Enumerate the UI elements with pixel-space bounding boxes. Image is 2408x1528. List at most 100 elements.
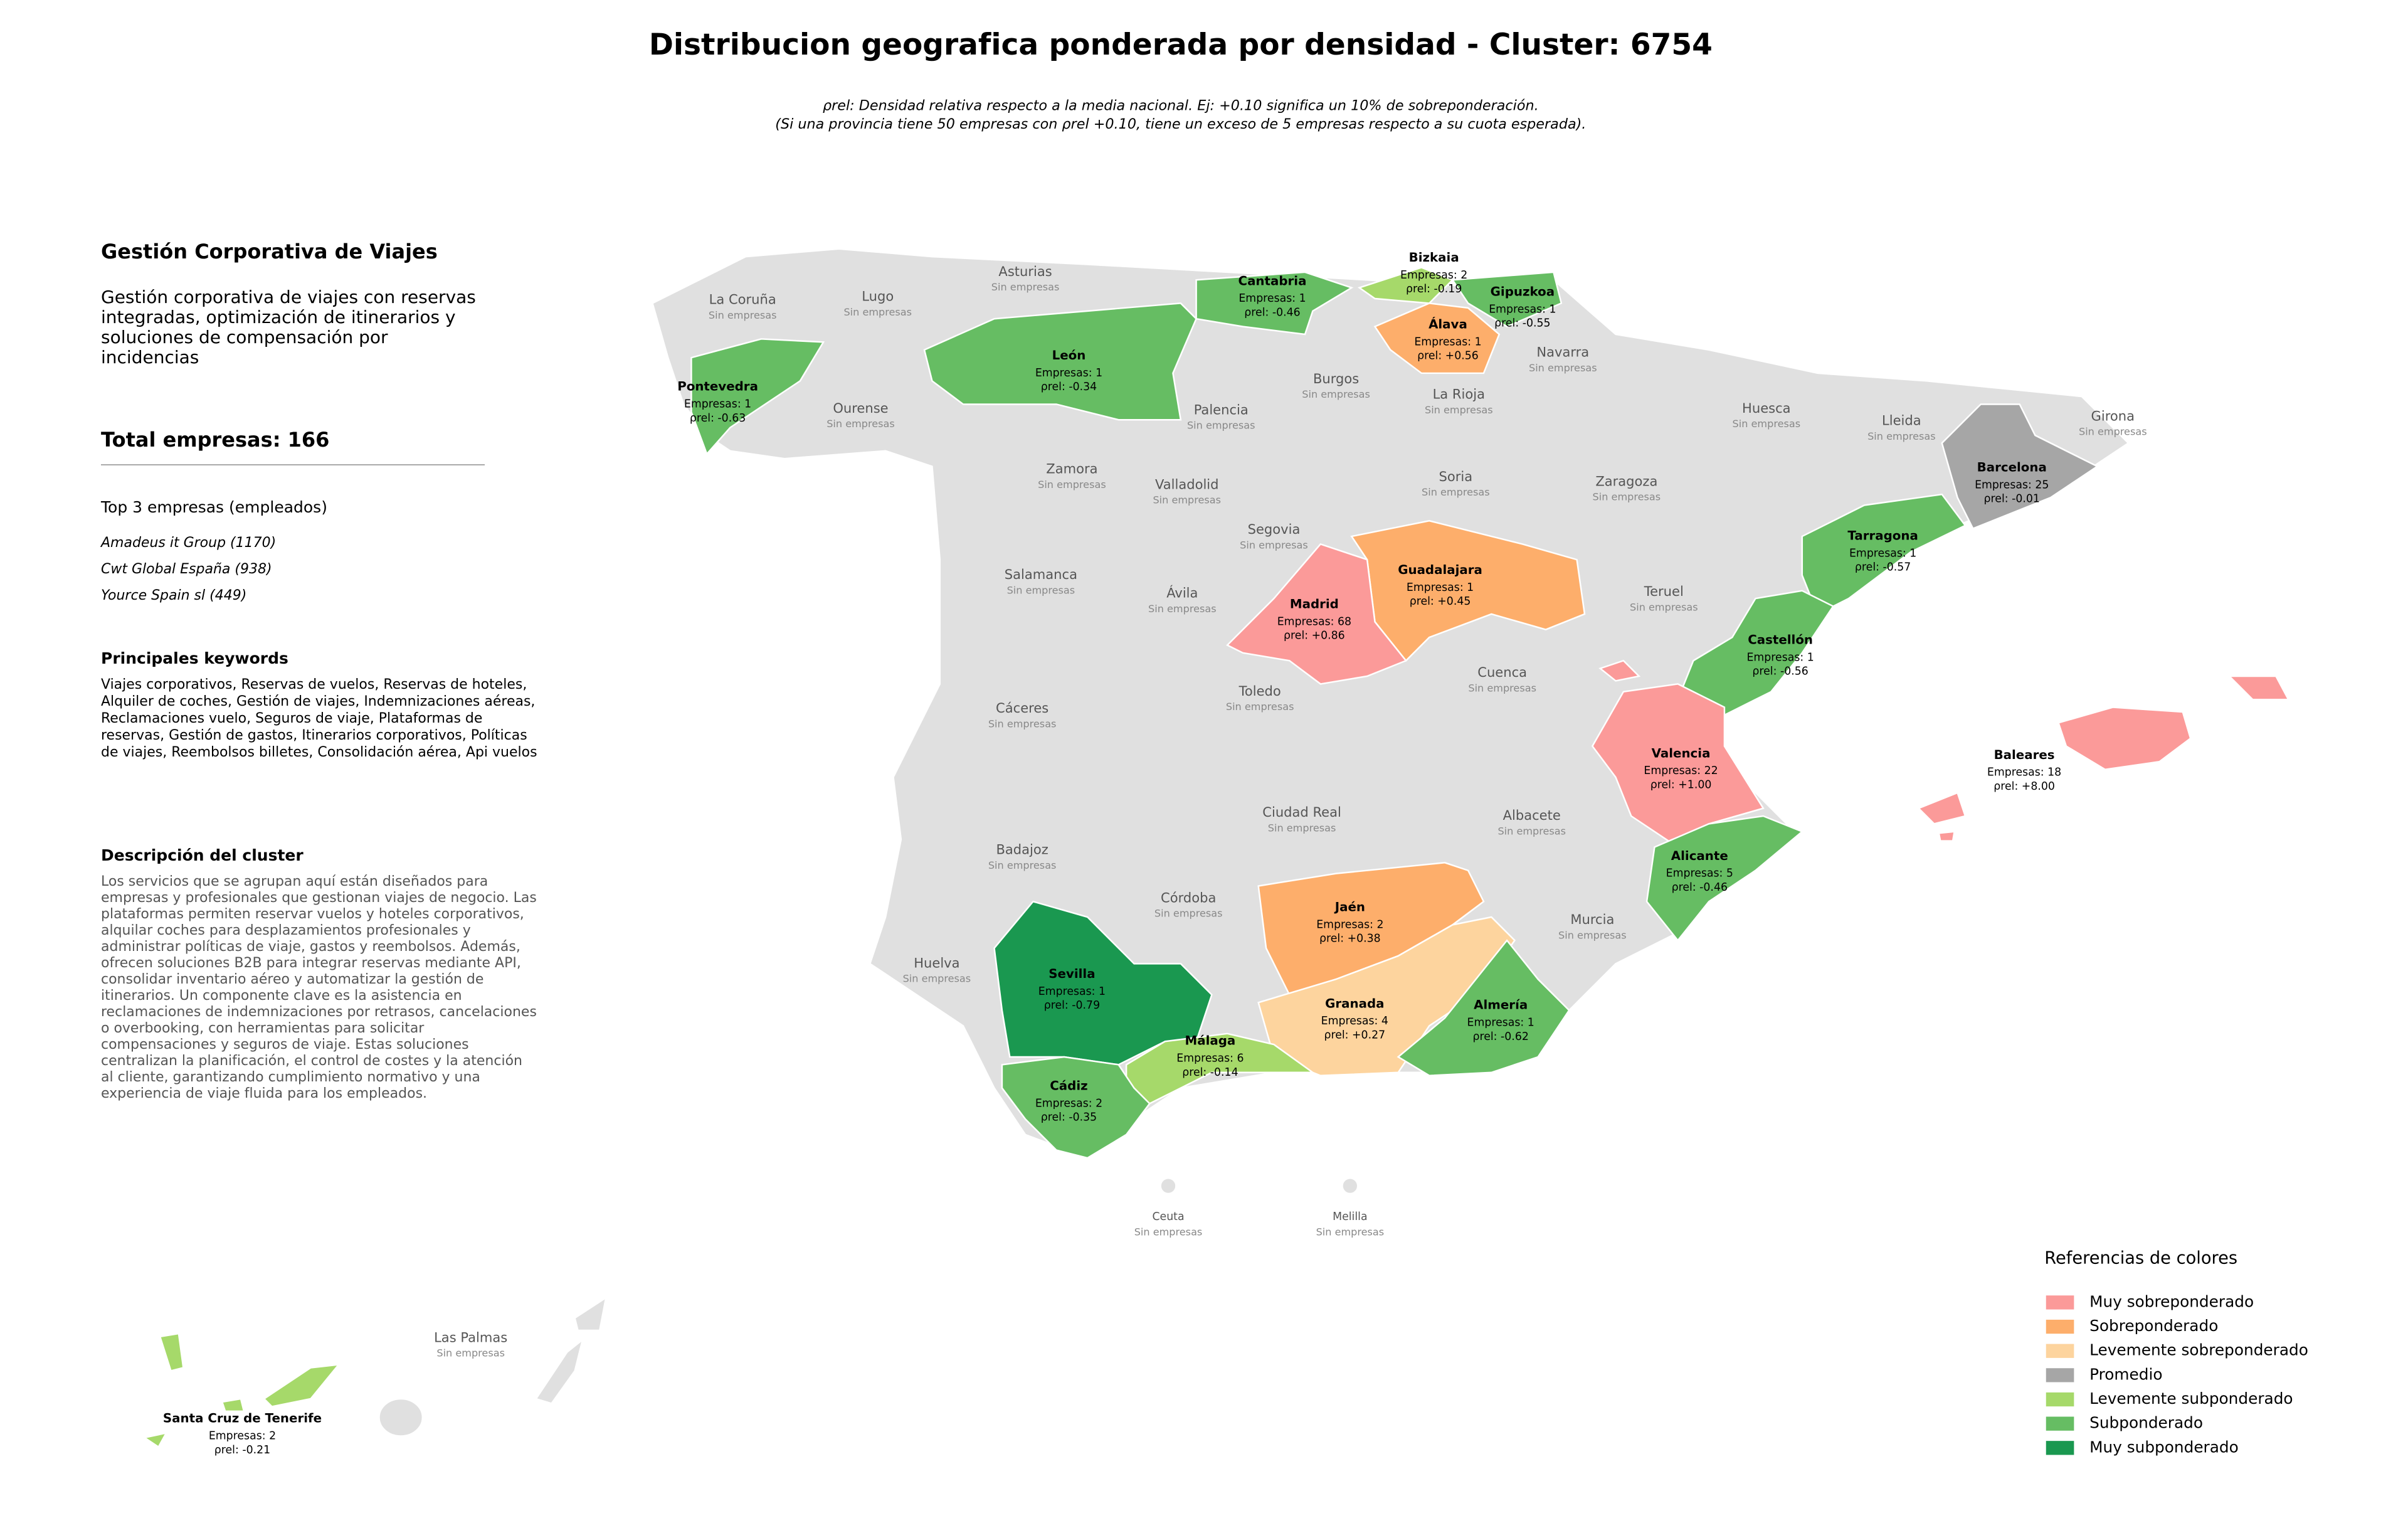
province-note: Sin empresas — [1529, 362, 1597, 374]
province-note: Sin empresas — [1558, 929, 1627, 941]
keywords-title: Principales keywords — [101, 649, 288, 667]
province-name: Lugo — [862, 289, 894, 304]
legend-swatch — [2046, 1319, 2074, 1334]
province-rho: ρrel: -0.35 — [1041, 1112, 1097, 1124]
province-name: Murcia — [1570, 911, 1614, 927]
province-note: Sin empresas — [1593, 491, 1661, 503]
province-note: Sin empresas — [826, 418, 895, 430]
fuerteventura — [534, 1337, 584, 1404]
province-name: Salamanca — [1005, 566, 1077, 582]
province-note: Sin empresas — [1867, 430, 1936, 442]
province-rho: ρrel: +0.27 — [1324, 1029, 1385, 1041]
province-note: Sin empresas — [1425, 404, 1493, 416]
province-stats: Empresas: 18 — [1987, 767, 2061, 779]
legend-label: Promedio — [2089, 1365, 2162, 1383]
legend-label: Muy sobreponderado — [2089, 1292, 2254, 1310]
legend-swatch — [2046, 1441, 2074, 1455]
province-name: León — [1052, 348, 1086, 363]
province-name: Ourense — [833, 400, 888, 416]
province-name: Navarra — [1536, 344, 1589, 360]
province-note: Sin empresas — [1187, 420, 1255, 432]
province-name: Palencia — [1194, 401, 1249, 417]
province-shape — [1645, 815, 1804, 942]
province-name: Badajoz — [996, 841, 1048, 857]
province-shape — [1001, 1056, 1151, 1159]
province-name: Barcelona — [1977, 460, 2047, 475]
province-rho: ρrel: -0.01 — [1984, 493, 2040, 506]
province-shape — [690, 338, 825, 456]
province-note: Sin empresas — [1226, 701, 1294, 713]
province-note: Sin empresas — [988, 859, 1057, 871]
province-name: Ávila — [1166, 585, 1198, 601]
province-rho: ρrel: -0.57 — [1855, 561, 1911, 574]
province-shape — [2227, 675, 2290, 701]
province-rho: ρrel: -0.14 — [1182, 1066, 1238, 1079]
province-shape — [221, 1398, 245, 1413]
province-name: Las Palmas — [434, 1329, 507, 1345]
panel-heading: Gestión Corporativa de Viajes — [101, 240, 438, 263]
province-stats: Empresas: 1 — [1035, 367, 1102, 379]
province-name: Melilla — [1333, 1211, 1368, 1223]
province-shape — [159, 1332, 184, 1372]
cluster-text: Los servicios que se agrupan aquí están … — [101, 874, 537, 1101]
province-name: Cuenca — [1477, 664, 1527, 680]
lanzarote — [574, 1296, 607, 1332]
province-rho: ρrel: +8.00 — [1993, 780, 2055, 793]
province-stats: Empresas: 2 — [1316, 918, 1383, 931]
province-name: Valladolid — [1155, 476, 1219, 492]
province-name: Asturias — [998, 263, 1052, 279]
province-name: Zaragoza — [1595, 473, 1657, 489]
province-shape — [1917, 792, 1967, 825]
province-stats: Empresas: 1 — [1746, 651, 1814, 664]
province-stats: Empresas: 2 — [209, 1430, 276, 1442]
legend-label: Levemente subponderado — [2089, 1389, 2293, 1408]
legend-label: Sobreponderado — [2089, 1317, 2218, 1335]
province-note: Sin empresas — [1240, 539, 1308, 551]
province-note: Sin empresas — [1422, 486, 1490, 498]
province-rho: ρrel: -0.46 — [1672, 881, 1728, 894]
legend-label: Muy subponderado — [2089, 1438, 2239, 1456]
province-stats: Empresas: 22 — [1644, 765, 1718, 777]
province-stats: Empresas: 1 — [1238, 292, 1306, 305]
province-name: Ciudad Real — [1262, 804, 1341, 820]
province-stats: Empresas: 5 — [1666, 867, 1733, 880]
province-note: Sin empresas — [991, 281, 1060, 293]
province-note: Sin empresas — [843, 306, 912, 318]
province-rho: ρrel: -0.79 — [1044, 999, 1100, 1012]
province-name: Granada — [1325, 996, 1384, 1011]
province-note: Sin empresas — [1038, 479, 1106, 491]
province-rho: ρrel: -0.19 — [1406, 283, 1462, 295]
province-name: Cantabria — [1238, 273, 1307, 288]
province-shape — [1195, 271, 1354, 336]
province-shape — [1801, 493, 1967, 615]
divider — [101, 464, 485, 465]
gran-canaria — [378, 1398, 424, 1437]
province-rho: ρrel: -0.55 — [1494, 317, 1550, 330]
legend-swatch — [2046, 1416, 2074, 1431]
legend-label: Subponderado — [2089, 1414, 2203, 1432]
province-name: Córdoba — [1161, 889, 1216, 905]
legend-swatch — [2046, 1392, 2074, 1407]
province-stats: Empresas: 1 — [1489, 303, 1556, 316]
provinces — [142, 267, 2290, 1448]
province-name: Tarragona — [1847, 529, 1918, 543]
province-name: Toledo — [1238, 683, 1281, 699]
province-shape — [923, 302, 1198, 421]
ceuta — [1159, 1177, 1177, 1195]
legend-swatch — [2046, 1368, 2074, 1382]
province-name: Gipuzkoa — [1491, 285, 1555, 299]
legend-swatch — [2046, 1344, 2074, 1358]
province-note: Sin empresas — [903, 973, 971, 985]
total: Total empresas: 166 — [101, 428, 330, 452]
province-name: Valencia — [1652, 746, 1711, 760]
province-shape — [2057, 706, 2192, 770]
province-name: Huesca — [1742, 400, 1791, 416]
province-rho: ρrel: -0.56 — [1752, 666, 1808, 678]
province-name: Teruel — [1644, 583, 1684, 599]
province-name: Guadalajara — [1398, 563, 1482, 577]
province-name: Sevilla — [1048, 967, 1095, 981]
province-rho: ρrel: +0.38 — [1319, 933, 1381, 945]
province-stats: Empresas: 1 — [1407, 581, 1474, 594]
province-note: Sin empresas — [1268, 822, 1336, 834]
